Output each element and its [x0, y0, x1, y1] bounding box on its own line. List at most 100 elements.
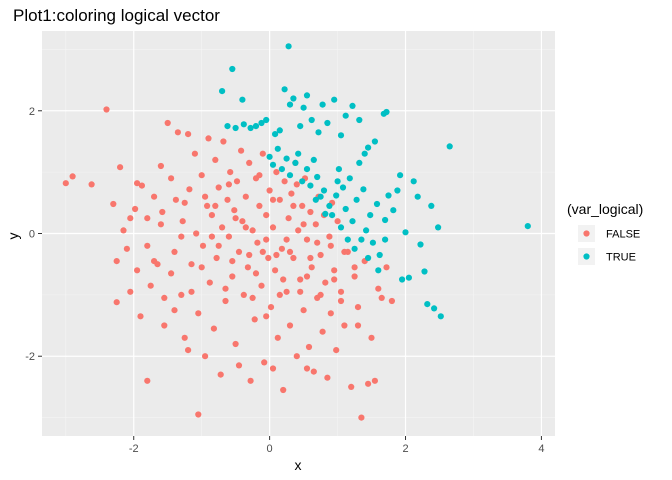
point-true: [349, 218, 356, 225]
point-false: [222, 285, 229, 292]
point-false: [283, 288, 290, 295]
point-false: [220, 138, 227, 145]
legend-title: (var_logical): [567, 201, 643, 217]
point-false: [204, 202, 211, 209]
point-false: [334, 218, 341, 225]
point-false: [171, 307, 178, 314]
point-true: [342, 112, 349, 119]
y-axis-title: y: [5, 233, 21, 240]
point-false: [365, 380, 372, 387]
point-false: [198, 264, 205, 271]
point-false: [281, 178, 288, 185]
point-true: [334, 178, 341, 185]
point-true: [437, 313, 444, 320]
point-true: [308, 116, 315, 124]
point-false: [185, 131, 192, 138]
point-false: [258, 282, 265, 289]
point-true: [315, 129, 322, 136]
point-false: [217, 371, 224, 378]
point-false: [286, 248, 294, 255]
point-false: [303, 273, 311, 280]
point-false: [227, 169, 234, 176]
point-false: [263, 313, 270, 320]
point-true: [383, 108, 390, 116]
point-false: [265, 254, 272, 262]
point-false: [269, 365, 277, 372]
point-false: [113, 258, 120, 265]
point-true: [349, 102, 356, 109]
data-points: [62, 43, 531, 421]
point-true: [382, 216, 389, 224]
point-false: [249, 294, 256, 301]
point-false: [195, 310, 202, 317]
point-false: [219, 224, 226, 231]
point-false: [132, 205, 139, 213]
point-false: [312, 221, 319, 228]
point-false: [213, 254, 220, 262]
point-true: [283, 155, 290, 162]
point-false: [134, 180, 141, 187]
point-false: [276, 196, 283, 203]
point-false: [208, 212, 215, 219]
point-true: [337, 224, 345, 231]
point-true: [331, 96, 338, 103]
point-true: [229, 65, 236, 73]
point-false: [110, 200, 117, 208]
point-false: [225, 181, 232, 188]
point-false: [378, 294, 385, 301]
point-true: [232, 124, 239, 132]
point-true: [266, 153, 273, 160]
point-false: [185, 347, 192, 354]
point-false: [299, 202, 306, 209]
point-false: [314, 239, 321, 246]
point-false: [256, 172, 263, 179]
chart-title: Plot1:coloring logical vector: [13, 6, 220, 25]
point-false: [300, 221, 307, 228]
point-true: [303, 92, 311, 99]
point-true: [382, 236, 389, 243]
point-false: [210, 325, 217, 332]
point-false: [233, 178, 241, 185]
point-false: [288, 190, 295, 197]
point-true: [356, 116, 363, 124]
point-true: [361, 150, 368, 157]
point-false: [383, 264, 390, 271]
point-false: [117, 164, 124, 171]
point-false: [259, 150, 266, 157]
point-false: [69, 173, 76, 180]
point-true: [312, 196, 319, 203]
point-false: [324, 374, 331, 381]
point-true: [385, 192, 392, 199]
point-true: [269, 161, 277, 168]
point-true: [424, 301, 431, 308]
point-false: [212, 156, 219, 163]
point-false: [274, 334, 281, 341]
y-tick-label: 0: [29, 229, 35, 241]
point-true: [524, 223, 531, 230]
point-true: [397, 172, 404, 179]
point-false: [290, 202, 297, 209]
point-false: [259, 248, 266, 255]
point-false: [348, 383, 355, 390]
point-true: [356, 159, 363, 166]
point-false: [247, 377, 254, 384]
point-false: [269, 196, 277, 203]
point-false: [215, 242, 222, 249]
point-false: [232, 340, 239, 348]
point-false: [297, 276, 304, 283]
legend-entries: FALSE TRUE: [578, 225, 640, 265]
point-true: [371, 138, 378, 145]
point-false: [337, 297, 345, 305]
point-true: [292, 159, 299, 166]
point-true: [274, 145, 281, 152]
point-false: [188, 288, 195, 295]
point-true: [278, 166, 285, 173]
point-false: [164, 119, 171, 127]
point-false: [256, 202, 263, 209]
y-axis: -2 0 2: [25, 106, 42, 363]
point-false: [273, 251, 280, 259]
point-true: [286, 101, 294, 108]
point-true: [344, 236, 351, 243]
point-false: [238, 147, 245, 154]
